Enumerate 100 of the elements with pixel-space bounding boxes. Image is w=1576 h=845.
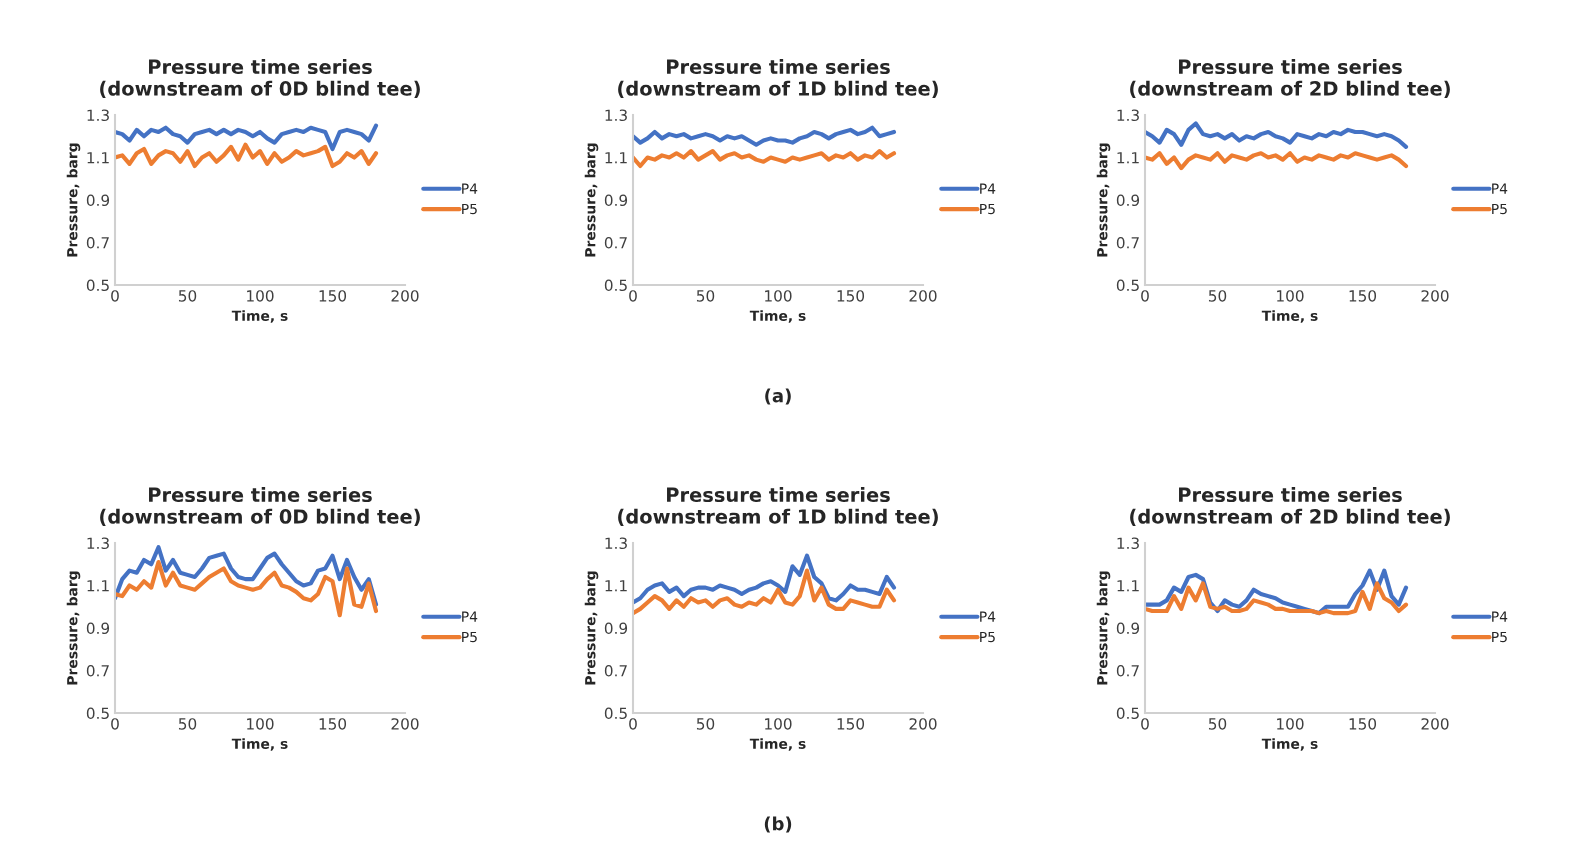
x-tick-label: 0 bbox=[629, 718, 637, 730]
x-tick-label: 50 bbox=[696, 718, 715, 730]
x-tick-label: 100 bbox=[247, 718, 274, 730]
y-tick-label: 0.7 bbox=[86, 664, 109, 677]
x-tick-label: 150 bbox=[837, 290, 865, 302]
x-tick-label: 200 bbox=[1421, 718, 1449, 730]
x-axis-title: Time, s bbox=[1261, 738, 1318, 751]
line-series bbox=[633, 553, 897, 605]
y-tick-label: 1.3 bbox=[1117, 537, 1139, 550]
chart-title: Pressure time series (downstream of 2D blind tee) bbox=[1130, 59, 1450, 99]
x-tick-label: 0 bbox=[1141, 290, 1149, 302]
x-tick-label: 100 bbox=[765, 718, 792, 730]
y-axis-title: Pressure, barg bbox=[1096, 571, 1111, 685]
chart-title: Pressure time series (downstream of 2D blind tee) bbox=[1130, 487, 1450, 527]
x-tick-label: 50 bbox=[178, 290, 197, 302]
legend-label: P5 bbox=[1492, 631, 1507, 643]
y-tick-label: 0.5 bbox=[86, 707, 109, 720]
legend-label: P4 bbox=[462, 183, 478, 194]
y-tick-label: 0.5 bbox=[86, 279, 109, 292]
y-tick-label: 0.5 bbox=[604, 707, 627, 720]
x-tick-label: 150 bbox=[837, 718, 865, 730]
legend-label: P4 bbox=[980, 611, 996, 622]
legend-label: P5 bbox=[980, 631, 995, 643]
line-series bbox=[115, 560, 379, 618]
y-tick-label: 0.9 bbox=[86, 194, 110, 207]
chart-title: Pressure time series (downstream of 0D blind tee) bbox=[100, 59, 420, 99]
y-tick-label: 0.9 bbox=[604, 622, 628, 635]
chart-title: Pressure time series (downstream of 0D blind tee) bbox=[100, 487, 420, 527]
x-tick-label: 100 bbox=[765, 290, 792, 302]
y-tick-label: 0.7 bbox=[604, 236, 627, 249]
x-tick-label: 50 bbox=[1208, 290, 1227, 302]
y-tick-label: 0.5 bbox=[604, 279, 627, 292]
y-tick-label: 0.7 bbox=[1116, 236, 1139, 249]
y-axis-title: Pressure, barg bbox=[66, 571, 81, 685]
legend-label: P4 bbox=[980, 183, 996, 194]
y-tick-label: 0.7 bbox=[1116, 664, 1139, 677]
line-series bbox=[1145, 121, 1409, 149]
x-tick-label: 50 bbox=[696, 290, 715, 302]
x-tick-label: 200 bbox=[1421, 290, 1449, 302]
text: (a) bbox=[765, 388, 791, 405]
y-tick-label: 0.9 bbox=[86, 622, 110, 635]
x-tick-label: 150 bbox=[319, 290, 347, 302]
y-tick-label: 1.1 bbox=[605, 152, 627, 164]
y-tick-label: 0.7 bbox=[604, 664, 627, 677]
y-tick-label: 0.9 bbox=[1116, 622, 1140, 635]
legend-label: P5 bbox=[1492, 203, 1507, 215]
x-tick-label: 200 bbox=[391, 290, 419, 302]
y-tick-label: 1.1 bbox=[87, 580, 109, 592]
y-tick-label: 0.5 bbox=[1116, 707, 1139, 720]
x-tick-label: 0 bbox=[111, 290, 119, 302]
y-tick-label: 1.1 bbox=[1117, 580, 1139, 592]
y-tick-label: 1.3 bbox=[1117, 109, 1139, 122]
y-axis-title: Pressure, barg bbox=[66, 143, 81, 257]
y-tick-label: 1.3 bbox=[87, 109, 109, 122]
x-tick-label: 100 bbox=[247, 290, 274, 302]
line-series bbox=[1145, 151, 1409, 171]
y-tick-label: 0.9 bbox=[1116, 194, 1140, 207]
line-series bbox=[115, 545, 379, 607]
line-series bbox=[1145, 581, 1409, 616]
x-tick-label: 200 bbox=[909, 718, 937, 730]
x-tick-label: 0 bbox=[1141, 718, 1149, 730]
legend-label: P4 bbox=[1492, 183, 1508, 194]
x-tick-label: 50 bbox=[178, 718, 197, 730]
y-tick-label: 1.3 bbox=[605, 109, 627, 122]
y-tick-label: 1.3 bbox=[87, 537, 109, 550]
x-tick-label: 150 bbox=[1349, 718, 1377, 730]
x-tick-label: 0 bbox=[111, 718, 119, 730]
y-axis-title: Pressure, barg bbox=[1096, 143, 1111, 257]
y-tick-label: 1.1 bbox=[87, 152, 109, 164]
legend-label: P4 bbox=[1492, 611, 1508, 622]
line-series bbox=[633, 568, 897, 616]
chart-title: Pressure time series (downstream of 1D blind tee) bbox=[618, 487, 938, 527]
x-tick-label: 50 bbox=[1208, 718, 1227, 730]
line-series bbox=[115, 123, 379, 152]
x-tick-label: 100 bbox=[1277, 718, 1304, 730]
chart-title: Pressure time series (downstream of 1D blind tee) bbox=[618, 59, 938, 99]
y-tick-label: 0.7 bbox=[86, 236, 109, 249]
legend-label: P4 bbox=[462, 611, 478, 622]
legend-label: P5 bbox=[980, 203, 995, 215]
line-series bbox=[633, 125, 897, 147]
x-axis-title: Time, s bbox=[749, 738, 806, 751]
y-tick-label: 1.3 bbox=[605, 537, 627, 550]
x-tick-label: 100 bbox=[1277, 290, 1304, 302]
legend-label: P5 bbox=[462, 631, 477, 643]
x-axis-title: Time, s bbox=[749, 310, 806, 323]
y-tick-label: 0.5 bbox=[1116, 279, 1139, 292]
x-tick-label: 200 bbox=[909, 290, 937, 302]
x-axis-title: Time, s bbox=[231, 738, 288, 751]
y-axis-title: Pressure, barg bbox=[584, 143, 599, 257]
x-tick-label: 150 bbox=[319, 718, 347, 730]
x-axis-title: Time, s bbox=[231, 310, 288, 323]
x-tick-label: 150 bbox=[1349, 290, 1377, 302]
legend-label: P5 bbox=[462, 203, 477, 215]
x-tick-label: 200 bbox=[391, 718, 419, 730]
x-axis-title: Time, s bbox=[1261, 310, 1318, 323]
y-tick-label: 1.1 bbox=[1117, 152, 1139, 164]
y-axis-title: Pressure, barg bbox=[584, 571, 599, 685]
x-tick-label: 0 bbox=[629, 290, 637, 302]
line-series bbox=[115, 142, 379, 169]
y-tick-label: 1.1 bbox=[605, 580, 627, 592]
